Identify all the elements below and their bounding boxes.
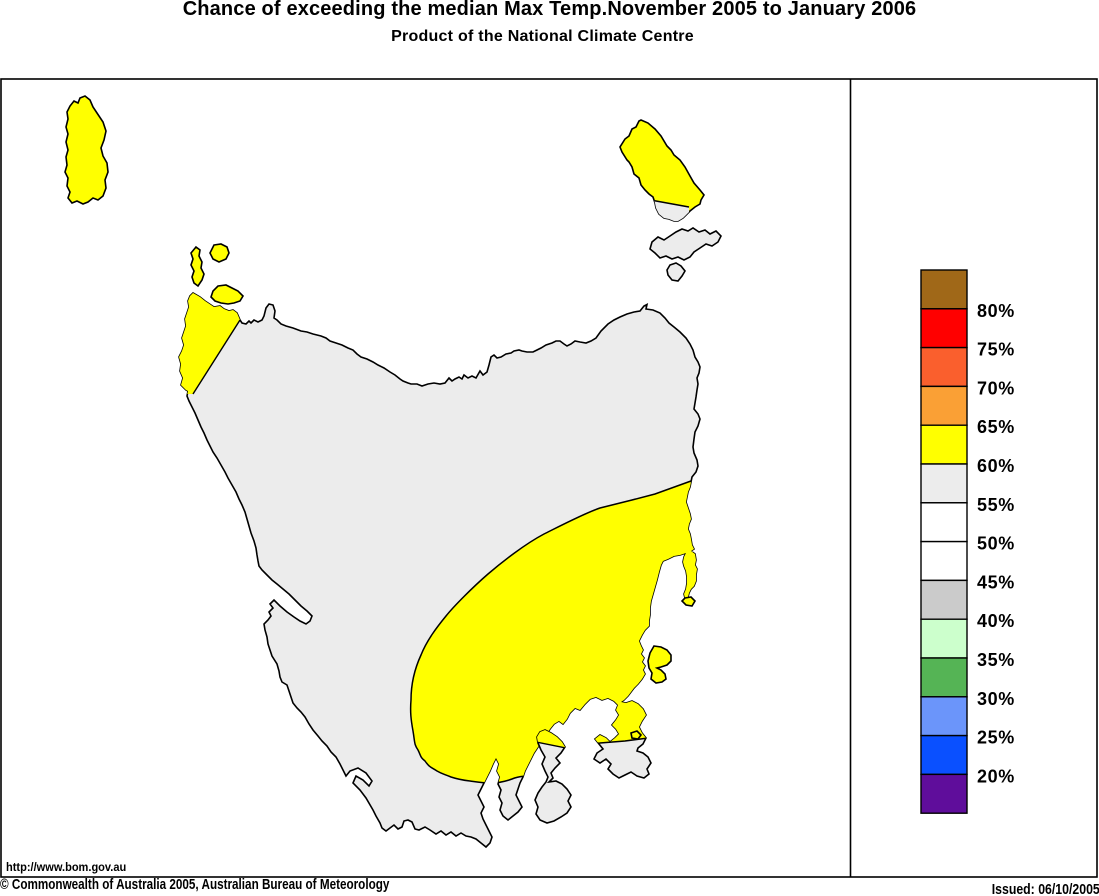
svg-text:70%: 70% xyxy=(977,378,1015,398)
svg-text:65%: 65% xyxy=(977,417,1015,437)
svg-text:80%: 80% xyxy=(977,301,1015,321)
svg-text:60%: 60% xyxy=(977,456,1015,476)
svg-text:25%: 25% xyxy=(977,728,1015,748)
svg-text:40%: 40% xyxy=(977,611,1015,631)
svg-text:35%: 35% xyxy=(977,650,1015,670)
svg-text:50%: 50% xyxy=(977,534,1015,554)
svg-text:20%: 20% xyxy=(977,766,1015,786)
svg-text:45%: 45% xyxy=(977,572,1015,592)
svg-text:30%: 30% xyxy=(977,689,1015,709)
svg-text:75%: 75% xyxy=(977,340,1015,360)
svg-text:55%: 55% xyxy=(977,495,1015,515)
